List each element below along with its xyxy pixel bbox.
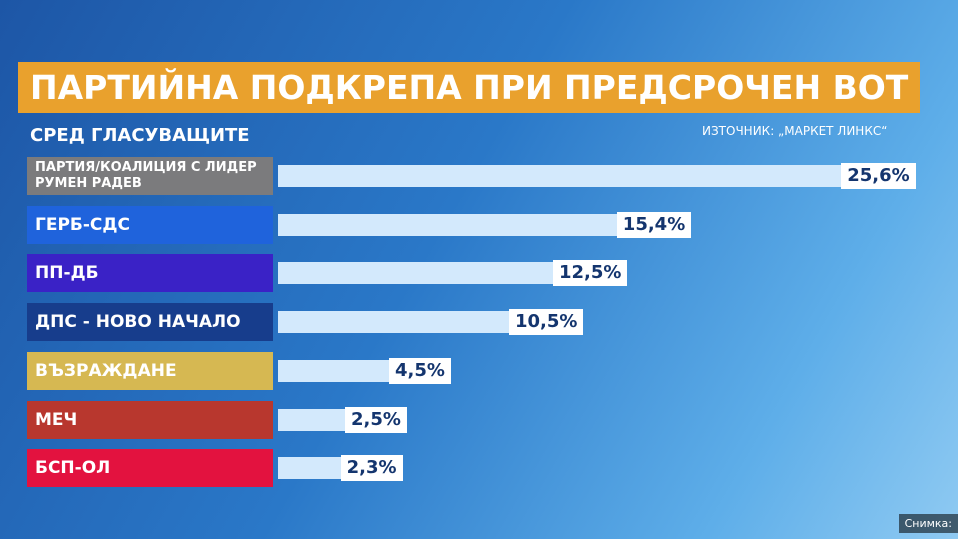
title-banner (18, 62, 920, 113)
subtitle: СРЕД ГЛАСУВАЩИТЕ (30, 125, 250, 146)
value-label: 15,4% (616, 211, 692, 238)
category-label: ПП-ДБ (27, 254, 273, 293)
category-label: ВЪЗРАЖДАНЕ (27, 351, 273, 390)
category-label: ГЕРБ-СДС (27, 205, 273, 244)
value-label: 4,5% (389, 357, 451, 384)
value-label: 10,5% (509, 309, 584, 336)
chart-title: ПАРТИЙНА ПОДКРЕПА ПРИ ПРЕДСРОЧЕН ВОТ (30, 68, 909, 107)
category-label: ПАРТИЯ/КОАЛИЦИЯ С ЛИДЕР РУМЕН РАДЕВ (27, 157, 273, 195)
value-label: 12,5% (553, 260, 628, 287)
bar (278, 311, 583, 334)
bar (278, 165, 916, 187)
bar (278, 262, 627, 285)
photo-credit: Снимка: (898, 514, 958, 533)
category-label: БСП-ОЛ (27, 449, 273, 488)
value-label: 2,3% (340, 455, 403, 482)
source: ИЗТОЧНИК: „МАРКЕТ ЛИНКС“ (702, 124, 888, 138)
category-label: МЕЧ (27, 400, 273, 439)
bar (278, 213, 691, 236)
category-label: ДПС - НОВО НАЧАЛО (27, 303, 273, 342)
value-label: 25,6% (841, 163, 916, 189)
value-label: 2,5% (345, 406, 407, 433)
